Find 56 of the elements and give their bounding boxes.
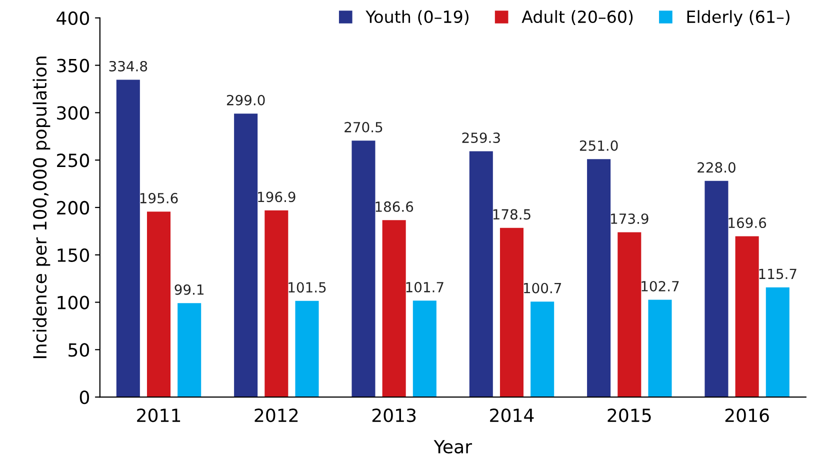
bar: [234, 114, 258, 398]
bar: [587, 159, 611, 398]
data-label: 195.6: [140, 192, 178, 204]
bar: [146, 212, 171, 398]
data-label: 100.7: [524, 282, 562, 294]
bar: [382, 220, 406, 398]
y-axis-title: Incidence per 100,000 population: [32, 56, 50, 358]
data-label: 102.7: [642, 280, 679, 292]
x-tick-label: 2016: [725, 408, 769, 422]
legend-label: Youth (0–19): [366, 10, 468, 26]
bar: [352, 140, 376, 398]
data-label: 115.7: [759, 268, 796, 280]
data-label: 101.5: [288, 282, 326, 293]
bar: [412, 300, 436, 398]
bar: [178, 303, 202, 398]
y-tick-label: 350: [57, 58, 89, 72]
bar: [500, 228, 524, 398]
bar: [704, 180, 728, 398]
y-tick-label: 100: [58, 296, 89, 310]
data-label: 270.5: [344, 122, 382, 132]
y-tick-label: 0: [80, 390, 89, 404]
data-label: 173.9: [611, 213, 648, 224]
y-tick-label: 150: [58, 248, 89, 262]
bar: [530, 302, 554, 398]
bar: [618, 232, 642, 398]
x-tick-label: 2013: [372, 408, 416, 422]
data-label: 99.1: [174, 284, 204, 295]
y-tick-label: 250: [57, 154, 89, 168]
data-label: 251.0: [580, 140, 618, 151]
y-tick-label: 300: [57, 106, 89, 120]
data-label: 259.3: [462, 132, 500, 144]
y-tick-label: 50: [68, 343, 89, 357]
y-tick-label: 200: [57, 200, 89, 215]
data-label: 299.0: [226, 94, 265, 106]
x-axis-title: Year: [434, 440, 472, 454]
bar: [469, 151, 493, 398]
data-label: 186.6: [376, 201, 414, 212]
data-label: 334.8: [109, 60, 148, 72]
legend-label: Adult (20–60): [522, 10, 633, 26]
x-tick-label: 2014: [490, 408, 534, 422]
legend-label: Elderly (61–): [687, 10, 790, 26]
data-label: 101.7: [406, 282, 444, 292]
x-tick-label: 2012: [254, 408, 298, 422]
x-tick-label: 2011: [137, 408, 180, 422]
bar: [295, 300, 319, 398]
data-label: 196.9: [258, 192, 296, 202]
bar: [735, 236, 759, 398]
bar: [766, 287, 790, 398]
bar: [264, 210, 288, 398]
bar: [648, 300, 672, 398]
y-tick-label: 400: [56, 11, 89, 26]
bar: [116, 80, 140, 398]
data-label: 228.0: [698, 162, 736, 173]
data-label: 178.5: [493, 209, 530, 220]
x-tick-label: 2015: [608, 408, 651, 422]
data-label: 169.6: [728, 218, 766, 228]
